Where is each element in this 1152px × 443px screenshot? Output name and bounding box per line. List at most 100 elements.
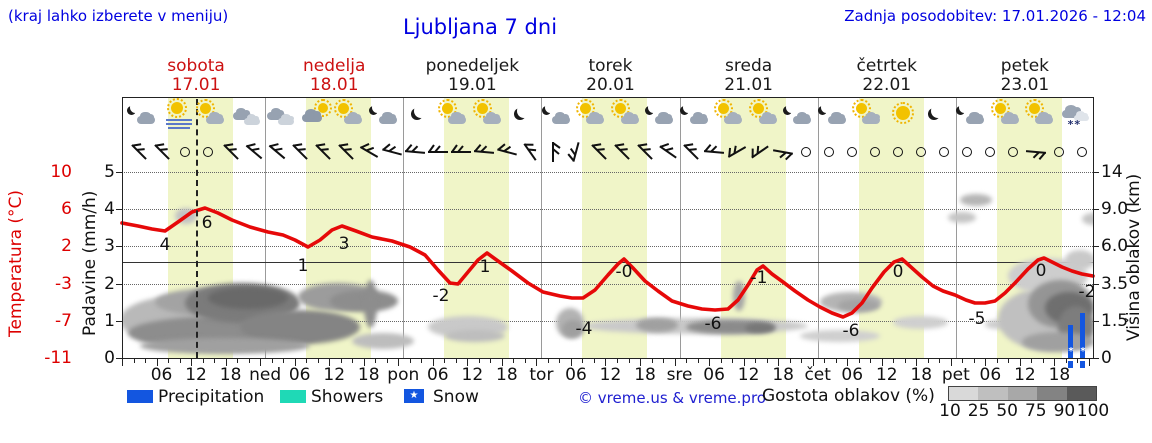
precip-tick-label: 0	[104, 348, 115, 368]
time-axis-tick	[501, 358, 503, 366]
sun-icon	[313, 99, 332, 117]
time-axis-tick	[133, 358, 135, 363]
cloud-density-scale-segment	[1007, 387, 1038, 400]
moon-icon	[414, 104, 428, 118]
precip-tick-label: 1	[104, 310, 115, 331]
cloud-blob	[960, 194, 992, 206]
time-axis-tick	[409, 358, 411, 363]
cloud-icon	[1061, 104, 1082, 119]
temp-tick-label: -11	[44, 348, 72, 368]
wind-barb-icon	[471, 139, 497, 165]
temp-value-label: -4	[575, 319, 593, 339]
cloud-tick-label: 6.0	[1101, 236, 1129, 257]
time-axis-tick	[490, 358, 492, 363]
weather-icon-sun-cloud	[610, 99, 645, 130]
time-label-day: pet	[941, 365, 970, 385]
time-axis-tick	[593, 358, 595, 363]
moon-icon	[130, 102, 141, 113]
time-axis-tick	[663, 358, 665, 363]
time-axis-tick	[214, 358, 216, 363]
cloud-icon	[267, 107, 286, 120]
cloud-icon	[232, 107, 251, 120]
wind-calm-icon	[1008, 147, 1019, 157]
wind-calm-icon	[939, 147, 950, 157]
wind-barb-icon	[582, 135, 616, 169]
temp-value-label: 1	[297, 256, 309, 276]
moon-icon	[648, 102, 659, 113]
cloud-tick-label: 14	[1101, 162, 1123, 182]
credit-link[interactable]: © vreme.us & vreme.pro	[578, 389, 766, 407]
time-axis-tick	[582, 358, 584, 363]
time-axis-tick	[766, 358, 768, 363]
precip-tick-label: 2	[104, 273, 115, 294]
weather-icon-moon-cloud	[783, 100, 817, 130]
sun-icon	[852, 99, 872, 118]
time-axis-tick	[191, 358, 193, 366]
time-axis-tick	[858, 358, 860, 363]
time-axis-tick	[801, 358, 803, 363]
wind-calm-icon	[179, 147, 190, 157]
temp-value-label: -6	[842, 321, 860, 341]
time-axis-tick	[651, 358, 653, 363]
wind-barb-icon	[377, 137, 406, 166]
time-axis-tick	[835, 358, 837, 363]
sun-icon	[196, 99, 216, 118]
weather-icon-moon-cloud	[645, 100, 679, 130]
weather-icon-sun-cloud	[334, 99, 368, 130]
wind-barb-icon	[651, 135, 684, 168]
time-axis-tick	[329, 358, 331, 366]
cloud-icon	[243, 114, 260, 125]
cloud-icon	[278, 114, 295, 125]
wind-barb-icon	[743, 135, 776, 168]
right-axis-tick	[1093, 283, 1099, 285]
temp-value-label: -2	[432, 286, 450, 306]
cloud-blob	[1022, 332, 1093, 352]
cloud-icon	[862, 111, 881, 124]
cloud-icon	[793, 111, 812, 124]
time-axis-tick	[202, 358, 204, 363]
time-label: 12	[185, 365, 207, 385]
wind-barb-icon	[769, 138, 797, 166]
cloud-density-scale-label: 50	[996, 401, 1018, 421]
time-axis-tick	[513, 358, 515, 363]
moon-icon	[517, 104, 531, 118]
time-axis-tick	[467, 358, 469, 366]
temp-value-label: -0	[615, 262, 633, 282]
time-axis-tick	[283, 358, 285, 363]
weather-icon-sun-cloud	[852, 99, 886, 130]
time-axis-tick	[904, 358, 906, 363]
wind-barb-icon	[329, 135, 363, 169]
precip-tick-label: 3	[104, 236, 115, 257]
cloud-density-legend-title: Gostota oblakov (%)	[762, 386, 935, 406]
time-label: 06	[703, 365, 725, 385]
cloud-icon	[551, 111, 570, 124]
right-axis-tick	[1093, 172, 1099, 173]
time-axis-tick	[225, 358, 227, 366]
time-axis-tick	[547, 358, 549, 363]
temp-tick-label: 6	[61, 199, 72, 220]
time-axis-tick	[985, 358, 987, 366]
weather-icon-sun-cloud	[438, 99, 472, 130]
cloud-icon	[655, 111, 674, 124]
time-axis-tick	[432, 358, 434, 366]
left-axis-tick	[116, 209, 122, 211]
cloud-icon	[1035, 111, 1054, 124]
wind-barb-icon	[561, 137, 590, 166]
time-axis-tick	[778, 358, 780, 366]
weather-icon-sun-fog	[162, 98, 196, 130]
time-axis-tick	[398, 358, 400, 366]
wind-calm-icon	[847, 147, 858, 157]
precipitation-swatch	[127, 390, 153, 403]
cloud-density-scale-label: 90	[1053, 401, 1076, 421]
fog-icon	[165, 123, 192, 125]
cloud-icon	[586, 111, 605, 124]
weather-icon-moon-cloud	[542, 100, 576, 130]
cloud-density-scale-segment	[1066, 387, 1097, 400]
time-axis-tick	[789, 358, 791, 363]
wind-barb-icon	[449, 140, 473, 164]
time-axis-tick	[709, 358, 711, 366]
wind-barb-icon	[701, 139, 727, 165]
cloud-density-scale-label: 100	[1076, 401, 1110, 421]
weather-icon-moon	[921, 100, 955, 130]
time-axis-tick	[617, 358, 618, 363]
